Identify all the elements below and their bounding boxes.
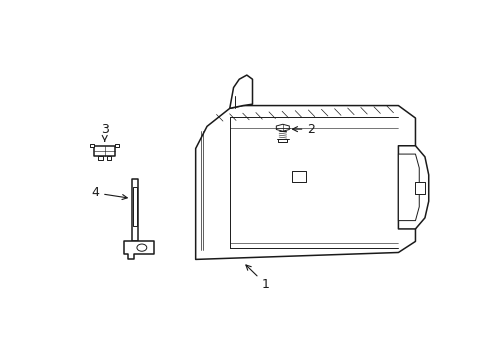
Polygon shape bbox=[195, 105, 415, 260]
Polygon shape bbox=[398, 146, 428, 229]
Polygon shape bbox=[292, 171, 305, 182]
Polygon shape bbox=[229, 75, 252, 108]
Polygon shape bbox=[90, 144, 94, 147]
Polygon shape bbox=[131, 179, 138, 242]
Polygon shape bbox=[132, 187, 137, 226]
Text: 1: 1 bbox=[245, 265, 269, 291]
Polygon shape bbox=[123, 242, 154, 260]
Polygon shape bbox=[398, 154, 418, 221]
Polygon shape bbox=[278, 139, 287, 142]
Polygon shape bbox=[115, 144, 119, 147]
Text: 3: 3 bbox=[101, 123, 108, 141]
Text: 2: 2 bbox=[292, 123, 315, 136]
Polygon shape bbox=[106, 156, 111, 160]
Polygon shape bbox=[94, 146, 115, 156]
Polygon shape bbox=[98, 156, 102, 160]
Polygon shape bbox=[415, 182, 424, 194]
Text: 4: 4 bbox=[91, 186, 127, 199]
Polygon shape bbox=[276, 124, 289, 131]
